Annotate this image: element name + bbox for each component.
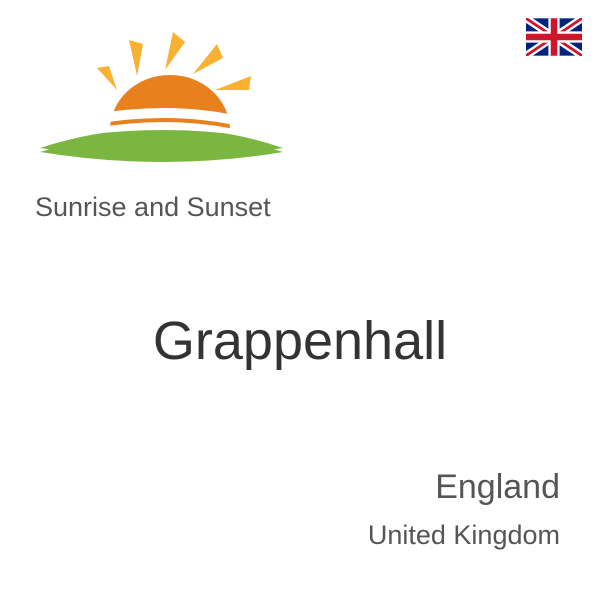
tagline-text: Sunrise and Sunset [35, 192, 271, 223]
country-name: United Kingdom [368, 520, 560, 551]
sunrise-logo [35, 20, 285, 185]
sunrise-icon [35, 20, 285, 180]
uk-flag-icon [526, 18, 582, 61]
city-name: Grappenhall [0, 310, 600, 372]
region-name: England [435, 468, 560, 507]
